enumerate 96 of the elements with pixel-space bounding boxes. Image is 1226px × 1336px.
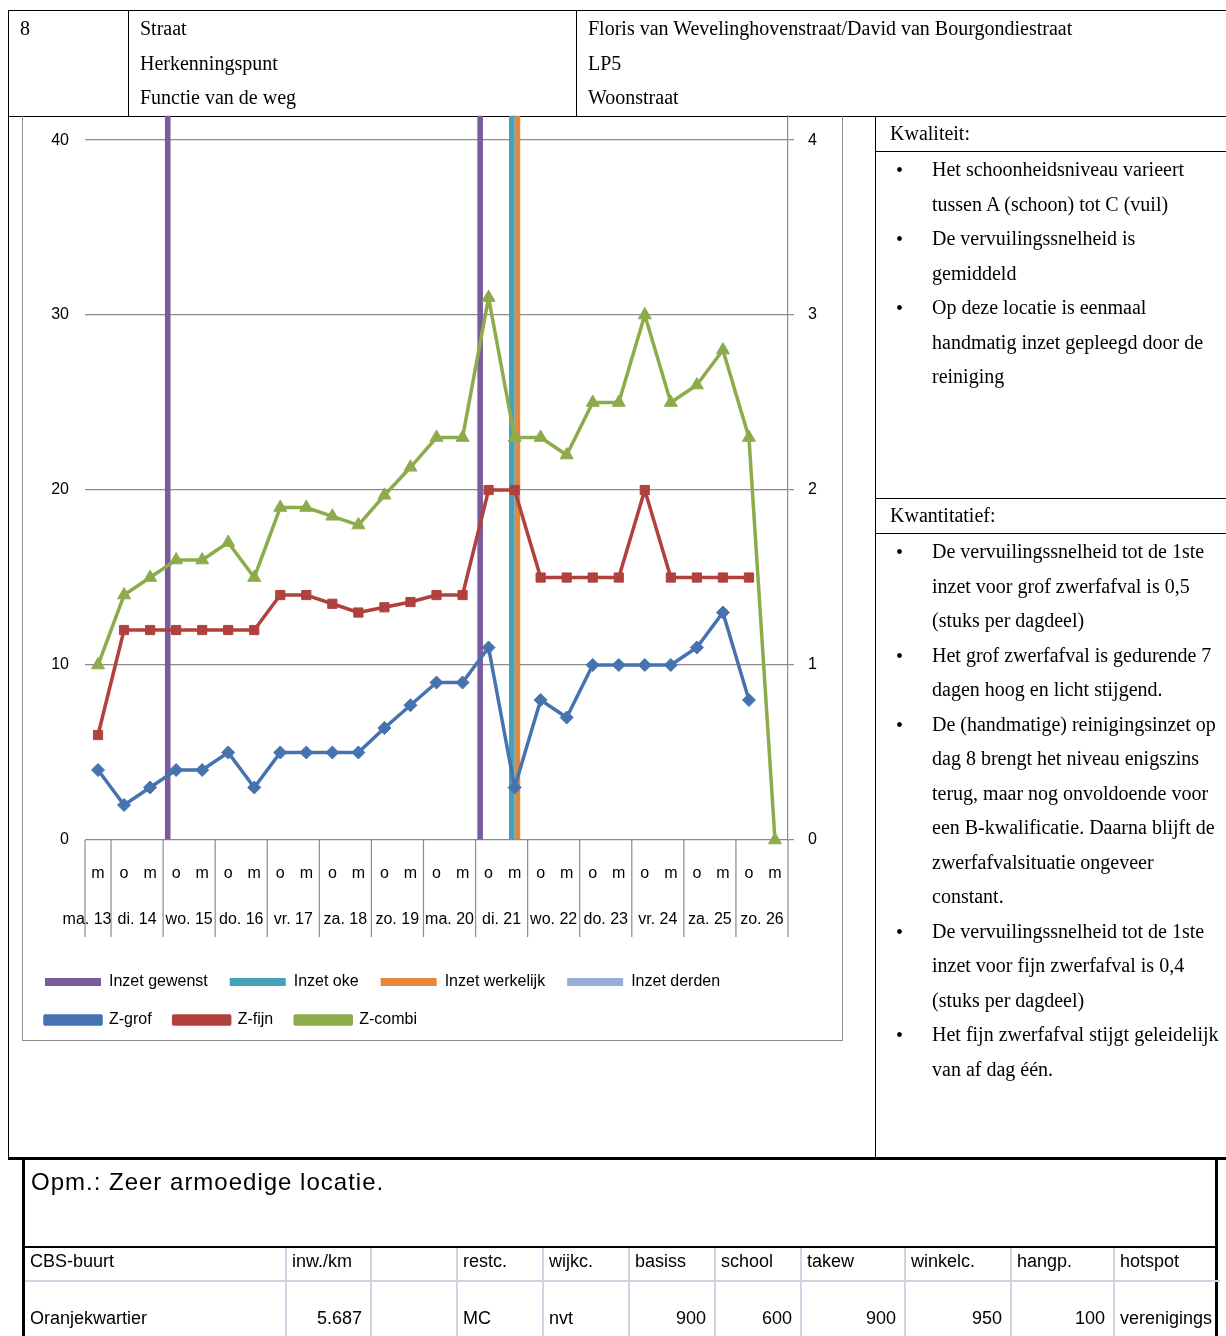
text: Floris van Wevelinghovenstraat/David van Bourgondiestraat <box>588 17 1073 39</box>
x-tick-label: o <box>432 864 442 882</box>
x-tick-label: o <box>223 864 233 882</box>
text: Herkenningspunt <box>140 51 278 74</box>
text: vr. 17 <box>273 910 313 928</box>
x-tick-label: m <box>195 864 209 882</box>
x-tick-label: o <box>588 864 598 882</box>
text: verenigings <box>1120 1308 1213 1328</box>
text: • De (handmatige) reinigingsinzet op dag 8 brengt het niveau enigszins terug, maar nog onvoldoende voor een B-kwalificatie. Daarna blijft de zwerfafvalsituatie ongeveer constant. <box>896 712 1216 907</box>
text: Kwantitatief: <box>890 504 996 526</box>
text: MC <box>463 1308 491 1328</box>
text: 5.687 <box>316 1308 362 1328</box>
x-tick-label: o <box>119 864 129 882</box>
text: • De vervuilingssnelheid tot de 1ste inzet voor fijn zwerfafval is 0,4 (stuks per dagdeel) <box>896 919 1205 1011</box>
text: takew <box>807 1251 855 1271</box>
text: wijkc. <box>549 1251 593 1271</box>
y2-tick-label: 4 <box>808 130 817 148</box>
text: Opm.: Zeer armoedige locatie. <box>31 1168 385 1195</box>
text: do. 23 <box>583 910 629 928</box>
text: zo. 26 <box>740 910 784 928</box>
legend-label: Inzet werkelijk <box>444 972 547 990</box>
text: • Het fijn zwerfafval stijgt geleidelijk van af dag één. <box>896 1023 1219 1080</box>
x-tick-label: o <box>327 864 337 882</box>
legend-label: Inzet gewenst <box>109 972 209 990</box>
y-tick-label: 10 <box>51 655 70 673</box>
text: Kwaliteit: <box>890 122 970 144</box>
text: hangp. <box>1017 1251 1073 1271</box>
legend-label: Inzet oke <box>293 972 359 990</box>
text: za. 18 <box>323 910 368 928</box>
text: LP5 <box>588 51 622 74</box>
text: basiss <box>635 1251 687 1271</box>
text: nvt <box>549 1308 574 1328</box>
x-tick-label: m <box>560 864 574 882</box>
x-tick-label: o <box>744 864 754 882</box>
text: di. 14 <box>117 910 157 928</box>
x-tick-label: o <box>171 864 181 882</box>
text: Straat <box>140 17 187 39</box>
text: wo. 22 <box>529 910 578 928</box>
text: ma. 13 <box>62 910 112 928</box>
text: ma. 20 <box>425 910 475 928</box>
legend-label: Inzet derden <box>631 972 721 990</box>
text: restc. <box>463 1251 508 1271</box>
y2-tick-label: 3 <box>808 305 817 323</box>
text: 100 <box>1074 1308 1105 1328</box>
text: 900 <box>675 1308 706 1328</box>
text: di. 21 <box>482 910 522 928</box>
text: 8 <box>20 17 30 39</box>
x-tick-label: o <box>484 864 494 882</box>
text: • De vervuilingssnelheid tot de 1ste inzet voor grof zwerfafval is 0,5 (stuks per dagdeel) <box>896 540 1205 631</box>
x-tick-label: m <box>612 864 626 882</box>
text: wo. 15 <box>164 910 213 928</box>
text: Functie van de weg <box>140 86 297 108</box>
y-tick-label: 0 <box>60 830 70 848</box>
x-tick-label: o <box>640 864 650 882</box>
legend-label: Z-combi <box>359 1010 418 1028</box>
text: • Op deze locatie is eenmaal handmatig inzet gepleegd door de reiniging <box>896 296 1204 387</box>
x-tick-label: m <box>143 864 157 882</box>
text: inw./km <box>292 1251 353 1271</box>
text: winkelc. <box>911 1251 976 1271</box>
text: 900 <box>865 1308 896 1328</box>
y2-tick-label: 2 <box>808 480 817 498</box>
x-tick-label: m <box>403 864 418 882</box>
text: CBS-buurt <box>30 1251 115 1271</box>
text: Oranjekwartier <box>30 1308 148 1328</box>
text: 600 <box>761 1308 792 1328</box>
x-tick-label: o <box>379 864 389 882</box>
x-tick-label: m <box>351 864 366 882</box>
y-tick-label: 20 <box>51 480 70 498</box>
text: Woonstraat <box>588 86 679 108</box>
x-tick-label: m <box>716 864 730 882</box>
text: • Het schoonheidsniveau varieert tussen A (schoon) tot C (vuil) <box>896 158 1185 215</box>
text: • De vervuilingssnelheid is gemiddeld <box>896 227 1136 284</box>
x-tick-label: m <box>455 864 470 882</box>
x-tick-label: m <box>247 864 261 882</box>
x-tick-label: m <box>91 864 105 882</box>
x-tick-label: m <box>768 864 782 882</box>
text: hotspot <box>1120 1251 1180 1271</box>
x-tick-label: o <box>536 864 546 882</box>
y2-tick-label: 0 <box>808 830 817 848</box>
text: 950 <box>971 1308 1002 1328</box>
x-tick-label: o <box>275 864 285 882</box>
legend-label: Z-grof <box>109 1010 153 1028</box>
x-tick-label: m <box>664 864 678 882</box>
y-tick-label: 30 <box>51 305 70 323</box>
x-tick-label: m <box>507 864 522 882</box>
text: zo. 19 <box>375 910 420 928</box>
text: do. 16 <box>218 910 264 928</box>
text: school <box>721 1251 774 1271</box>
text: za. 25 <box>688 910 732 928</box>
y2-tick-label: 1 <box>808 655 817 673</box>
text: • Het grof zwerfafval is gedurende 7 dagen hoog en licht stijgend. <box>896 643 1212 700</box>
x-tick-label: m <box>299 864 313 882</box>
legend-label: Z-fijn <box>237 1010 274 1028</box>
y-tick-label: 40 <box>51 130 70 148</box>
text: vr. 24 <box>638 910 678 928</box>
x-tick-label: o <box>692 864 702 882</box>
